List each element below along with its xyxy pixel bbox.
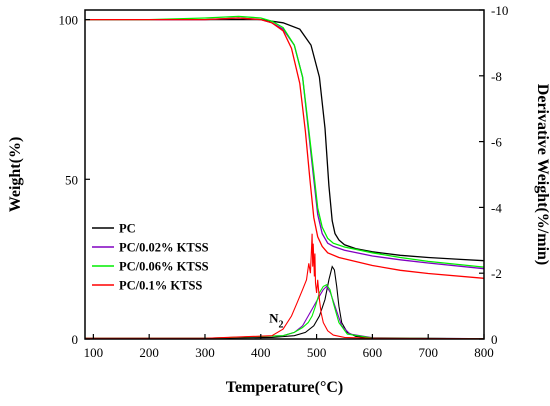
n2-annotation-main: N: [269, 311, 279, 326]
legend-label-pc-0-06-ktss: PC/0.06% KTSS: [119, 260, 209, 274]
legend-label-pc: PC: [119, 222, 136, 236]
weight-curve-pc: [85, 18, 484, 262]
n2-annotation: N2: [269, 311, 283, 331]
derivative-curve-pc-0-06-ktss: [85, 283, 484, 339]
y-left-tick-label-100: 100: [59, 13, 79, 28]
x-tick-label-800: 800: [474, 345, 494, 360]
legend-label-pc-0-1-ktss: PC/0.1% KTSS: [119, 279, 202, 293]
y-left-tick-label-50: 50: [65, 172, 78, 187]
y-axis-left-title: Weight(%): [7, 137, 24, 213]
y-right-tick-label--10: -10: [491, 3, 508, 18]
legend-label-pc-0-02-ktss: PC/0.02% KTSS: [119, 241, 209, 255]
x-tick-label-400: 400: [251, 345, 271, 360]
y-left-tick-label-0: 0: [72, 332, 79, 347]
plot-frame: [84, 9, 485, 340]
x-tick-label-300: 300: [195, 345, 215, 360]
y-right-tick-label--2: -2: [491, 266, 502, 281]
x-tick-label-500: 500: [307, 345, 327, 360]
derivative-curve-pc-0-1-ktss: [85, 233, 484, 339]
n2-annotation-subscript: 2: [279, 320, 284, 331]
x-tick-label-700: 700: [418, 345, 438, 360]
weight-curve-pc-0-02-ktss: [85, 17, 484, 270]
weight-curve-pc-0-1-ktss: [85, 17, 484, 279]
derivative-curve-pc-0-02-ktss: [85, 285, 484, 339]
legend: PC PC/0.02% KTSS PC/0.06% KTSS PC/0.1% KTSS: [92, 222, 209, 293]
y-right-tick-label--8: -8: [491, 69, 502, 84]
weight-curve-pc-0-06-ktss: [85, 15, 484, 268]
x-tick-label-200: 200: [139, 345, 159, 360]
curves-layer: [85, 15, 484, 339]
y-right-tick-label--6: -6: [491, 135, 502, 150]
x-axis-title: Temperature(°C): [226, 379, 343, 396]
ticks-layer: 100 200 300 400 500 600 700 8000501000-2-4-6-8-…: [59, 3, 509, 360]
x-tick-label-100: 100: [84, 345, 104, 360]
y-right-tick-label--4: -4: [491, 200, 502, 215]
x-tick-label-600: 600: [363, 345, 383, 360]
y-axis-right-title: Derivative Weight(%/min): [534, 84, 550, 265]
y-right-tick-label-0: 0: [491, 332, 498, 347]
